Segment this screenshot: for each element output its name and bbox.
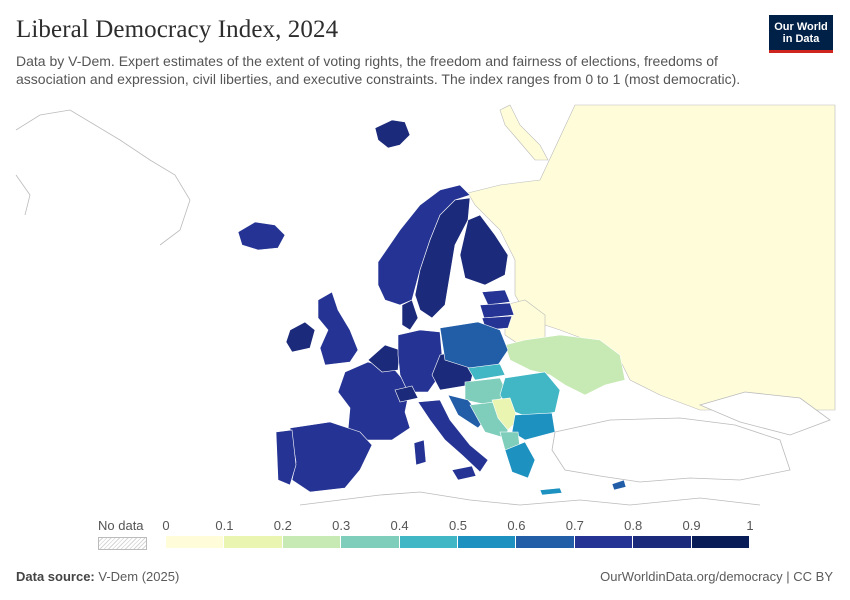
legend-bin-4[interactable] bbox=[399, 536, 458, 548]
region-switzerland[interactable] bbox=[394, 385, 419, 403]
region-crete[interactable] bbox=[539, 487, 563, 496]
legend-tick-6: 0.6 bbox=[507, 518, 526, 533]
region-portugal[interactable] bbox=[275, 429, 297, 486]
region-ukraine[interactable] bbox=[504, 334, 626, 396]
data-source: Data source: V-Dem (2025) bbox=[16, 569, 179, 584]
region-russia[interactable] bbox=[467, 104, 836, 411]
legend-bin-8[interactable] bbox=[633, 536, 692, 548]
legend-bin-9[interactable] bbox=[691, 536, 750, 548]
region-poland[interactable] bbox=[439, 321, 509, 369]
footer-url[interactable]: OurWorldinData.org/democracy | CC BY bbox=[600, 569, 833, 584]
legend-bin-5[interactable] bbox=[457, 536, 517, 548]
region-finland[interactable] bbox=[459, 214, 509, 286]
region-africa-coast[interactable] bbox=[299, 491, 761, 506]
region-svalbard[interactable] bbox=[374, 119, 411, 149]
legend-tick-4: 0.4 bbox=[390, 518, 409, 533]
region-greenland-coast[interactable] bbox=[15, 109, 191, 246]
region-spain[interactable] bbox=[289, 421, 373, 493]
chart-title: Liberal Democracy Index, 2024 bbox=[16, 16, 339, 43]
owid-logo[interactable]: Our World in Data bbox=[769, 15, 833, 53]
region-caucasus[interactable] bbox=[698, 391, 831, 436]
legend-ticks: 0 0.1 0.2 0.3 0.4 0.5 0.6 0.7 0.8 0.9 1 bbox=[162, 518, 754, 534]
logo-line-2: in Data bbox=[782, 33, 820, 45]
legend-bin-0[interactable] bbox=[166, 536, 225, 548]
data-source-value[interactable]: V-Dem (2025) bbox=[98, 569, 180, 584]
region-latvia[interactable] bbox=[479, 302, 515, 319]
europe-map bbox=[15, 104, 836, 506]
region-sardinia[interactable] bbox=[413, 439, 427, 466]
legend-bin-1[interactable] bbox=[224, 536, 283, 548]
region-sicily[interactable] bbox=[451, 465, 477, 481]
logo-line-1: Our World bbox=[774, 21, 828, 33]
no-data-swatch[interactable] bbox=[98, 537, 147, 550]
legend-tick-0: 0 bbox=[162, 518, 170, 533]
legend-tick-7: 0.7 bbox=[565, 518, 584, 533]
region-uk[interactable] bbox=[317, 291, 359, 366]
region-denmark[interactable] bbox=[401, 299, 419, 331]
region-arctic-islands[interactable] bbox=[499, 104, 549, 161]
logo-accent-bar bbox=[769, 50, 833, 53]
legend-tick-8: 0.8 bbox=[624, 518, 643, 533]
region-turkey[interactable] bbox=[551, 417, 791, 483]
legend-bin-3[interactable] bbox=[341, 536, 400, 548]
legend-bin-2[interactable] bbox=[282, 536, 342, 548]
legend-tick-9: 0.9 bbox=[682, 518, 701, 533]
legend-tick-2: 0.2 bbox=[273, 518, 292, 533]
region-cyprus[interactable] bbox=[611, 479, 627, 491]
region-slovakia[interactable] bbox=[467, 363, 506, 381]
legend-bin-6[interactable] bbox=[516, 536, 575, 548]
region-italy[interactable] bbox=[417, 399, 489, 473]
region-germany[interactable] bbox=[397, 329, 443, 393]
region-estonia[interactable] bbox=[481, 289, 511, 306]
region-sweden[interactable] bbox=[414, 197, 471, 319]
legend-bin-7[interactable] bbox=[574, 536, 634, 548]
chart-subtitle: Data by V-Dem. Expert estimates of the e… bbox=[16, 53, 741, 87]
legend-tick-5: 0.5 bbox=[448, 518, 468, 533]
region-iceland[interactable] bbox=[237, 221, 286, 251]
region-ireland[interactable] bbox=[285, 321, 316, 353]
region-bulgaria[interactable] bbox=[511, 412, 556, 441]
region-greece[interactable] bbox=[504, 441, 536, 479]
legend-tick-10: 1 bbox=[746, 518, 754, 533]
legend-bins bbox=[166, 536, 750, 548]
data-source-label: Data source: bbox=[16, 569, 95, 584]
legend-tick-3: 0.3 bbox=[332, 518, 351, 533]
no-data-label: No data bbox=[98, 518, 144, 533]
legend-tick-1: 0.1 bbox=[215, 518, 234, 533]
